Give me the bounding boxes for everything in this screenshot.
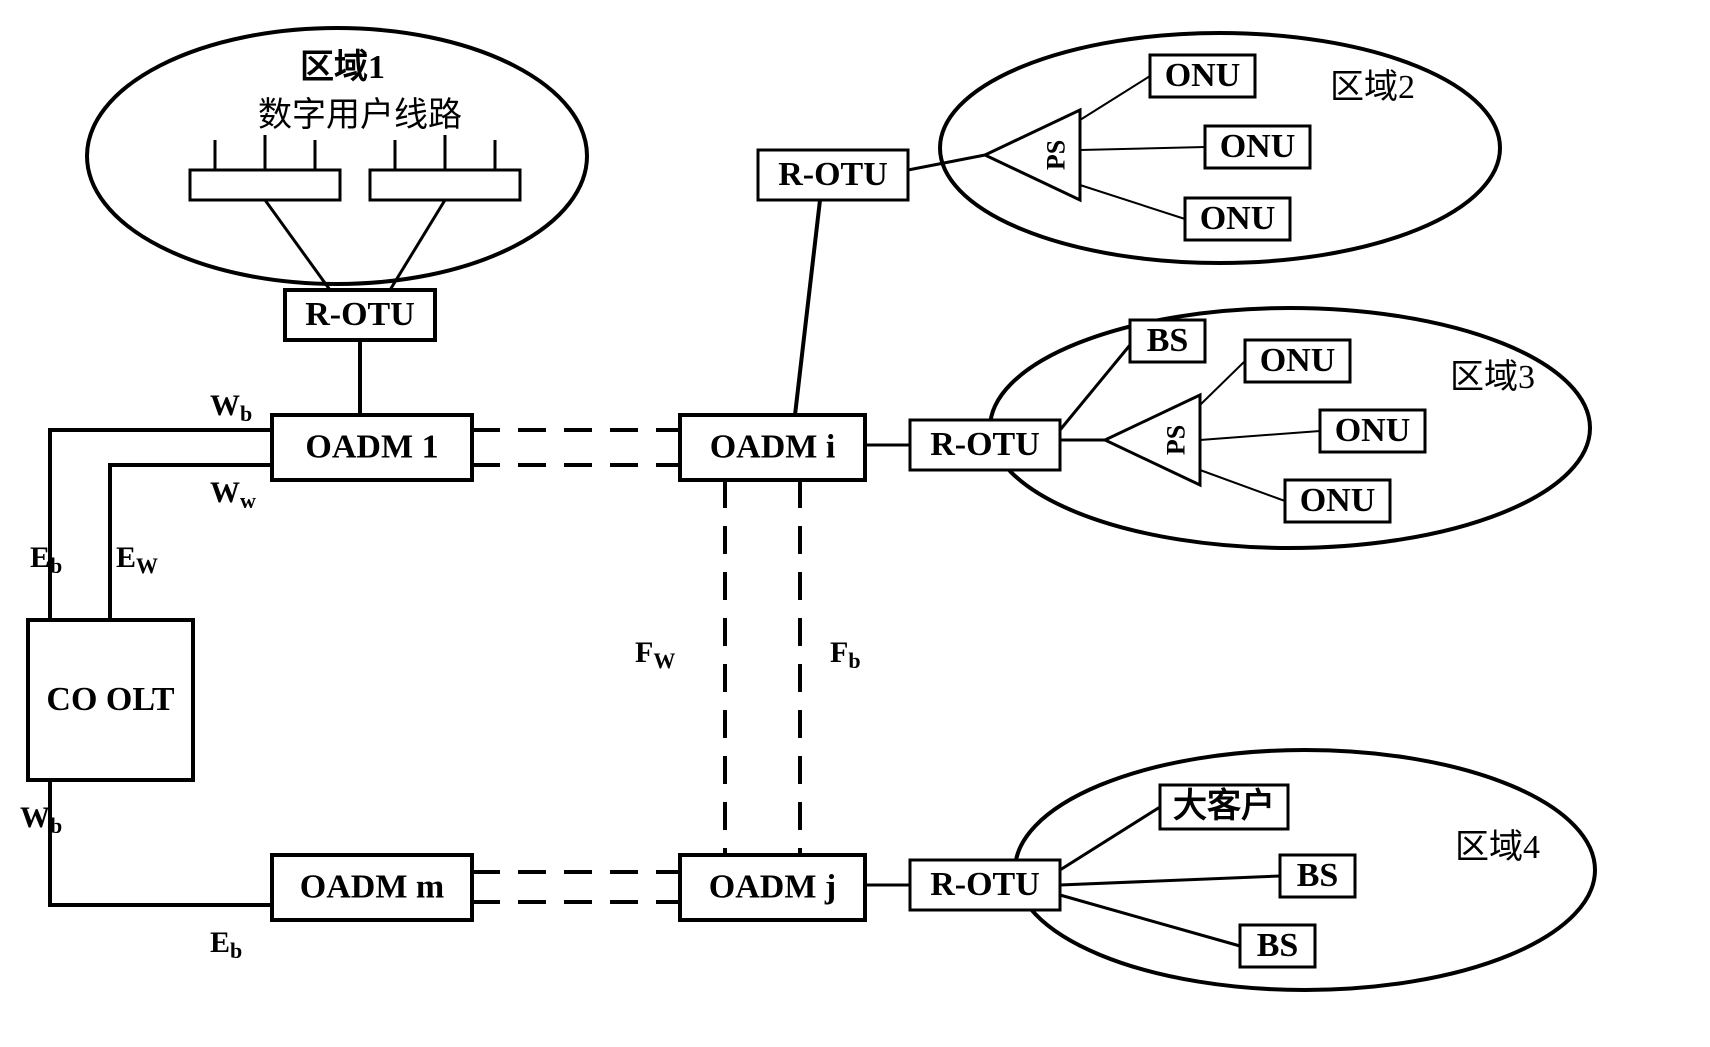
label-z4_bs2: BS (1257, 927, 1299, 964)
link-rotu4-big (1060, 807, 1160, 870)
link-label-Ew: EW (116, 541, 158, 578)
link-colt-bot (50, 780, 272, 905)
label-z3_onu1: ONU (1260, 342, 1336, 379)
link-label-Eb: Eb (210, 926, 242, 963)
label-oadmi: OADM i (710, 428, 836, 465)
label-z3_onu3: ONU (1300, 482, 1376, 519)
title-zone1_sub: 数字用户线路 (258, 96, 462, 134)
link-colt-top-left (50, 430, 272, 620)
box-z1_sw2 (370, 170, 520, 200)
label-z3_bs: BS (1147, 322, 1189, 359)
title-zone1_title: 区域1 (300, 48, 385, 86)
link-label-Wb: Wb (210, 389, 252, 426)
label-z3_onu2: ONU (1335, 412, 1411, 449)
link-ps3-onu1 (1200, 361, 1245, 405)
label-rotu_z2: R-OTU (778, 156, 888, 193)
title-zone4_title: 区域4 (1455, 828, 1540, 866)
link-label-Fw: FW (635, 636, 675, 673)
label-z4_big: 大客户 (1173, 786, 1275, 825)
label-z2_onu2: ONU (1220, 128, 1296, 165)
label-z4_bs1: BS (1297, 857, 1339, 894)
box-z1_sw1 (190, 170, 340, 200)
link-ps3-onu2 (1200, 431, 1320, 440)
link-rotu4-bs2 (1060, 895, 1240, 946)
link-rotu4-bs1 (1060, 876, 1280, 885)
label-rotu_z1: R-OTU (305, 296, 415, 333)
link-ps2-onu1 (1080, 76, 1150, 120)
label-rotu_z3: R-OTU (930, 426, 1040, 463)
link-rotu1-sw1 (265, 200, 330, 290)
link-rotu2-ps2 (908, 155, 985, 170)
link-label-Eb: Eb (30, 541, 62, 578)
ps-label-zone3: PS (1161, 425, 1190, 455)
link-label-Ww: Ww (210, 476, 256, 513)
ps-label-zone2: PS (1041, 140, 1070, 170)
link-ps2-onu2 (1080, 147, 1205, 150)
link-ps2-onu3 (1080, 185, 1185, 219)
title-zone3_title: 区域3 (1450, 358, 1535, 396)
label-co_olt: CO OLT (46, 681, 175, 718)
link-rotu3-bs3 (1060, 345, 1130, 430)
label-z2_onu3: ONU (1200, 200, 1276, 237)
label-oadmj: OADM j (709, 868, 836, 905)
link-oadmi-rotu2 (795, 200, 820, 415)
link-label-Fb: Fb (830, 636, 861, 673)
link-label-Wb: Wb (20, 801, 62, 838)
label-rotu_z4: R-OTU (930, 866, 1040, 903)
label-oadmm: OADM m (300, 868, 444, 905)
title-zone2_title: 区域2 (1330, 68, 1415, 106)
link-ps3-onu3 (1200, 470, 1285, 501)
label-oadm1: OADM 1 (305, 428, 438, 465)
label-z2_onu1: ONU (1165, 57, 1241, 94)
